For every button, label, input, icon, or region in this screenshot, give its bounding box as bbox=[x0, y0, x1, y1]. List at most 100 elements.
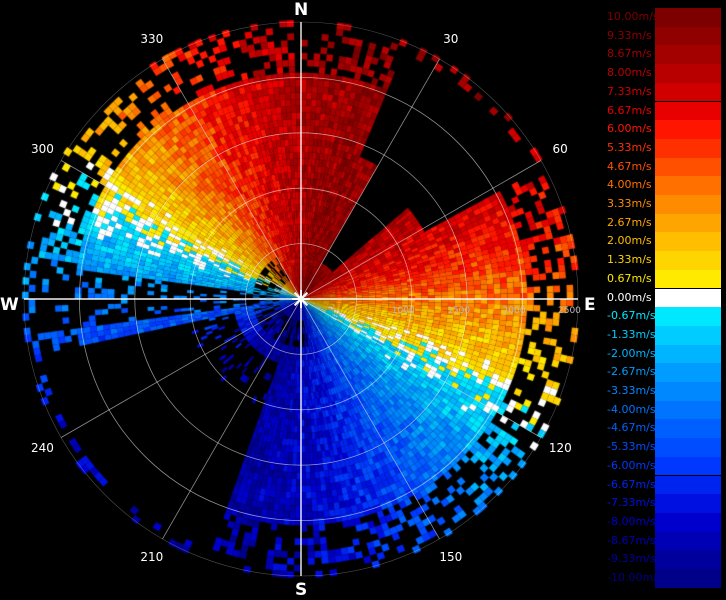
legend-swatch bbox=[655, 512, 721, 532]
legend-swatch bbox=[655, 494, 721, 513]
legend-entry: 4.67m/s bbox=[605, 157, 726, 177]
legend-entry: -8.67m/s bbox=[605, 531, 726, 551]
range-label: 1000 bbox=[392, 306, 415, 316]
legend-label: 7.33m/s bbox=[607, 84, 652, 98]
bearing-label: 240 bbox=[30, 440, 54, 455]
radar-center-mark bbox=[292, 290, 310, 308]
legend-swatch bbox=[655, 269, 721, 289]
legend-label: 6.00m/s bbox=[607, 122, 652, 136]
legend-entry: -4.00m/s bbox=[605, 400, 726, 420]
legend-label: -7.33m/s bbox=[607, 496, 656, 510]
legend-entry: -2.67m/s bbox=[605, 363, 726, 382]
legend-swatch bbox=[655, 288, 721, 308]
legend-swatch bbox=[655, 195, 721, 214]
legend-label: -6.67m/s bbox=[607, 477, 656, 491]
legend-label: 2.00m/s bbox=[607, 234, 652, 248]
bearing-spokes bbox=[24, 22, 578, 576]
legend-label: -8.00m/s bbox=[607, 514, 656, 528]
compass-north: N bbox=[294, 0, 309, 20]
legend-entry: -4.67m/s bbox=[605, 419, 726, 439]
legend-swatch bbox=[655, 213, 721, 233]
legend-swatch bbox=[655, 456, 721, 476]
radar-grid-overlay: 1000 1500 2000 2500 bbox=[23, 21, 581, 577]
legend-entry: 2.67m/s bbox=[605, 213, 726, 233]
legend-label: -8.67m/s bbox=[607, 533, 656, 547]
legend-entry: 5.33m/s bbox=[605, 138, 726, 158]
legend-label: -6.00m/s bbox=[607, 458, 656, 472]
range-label: 1500 bbox=[447, 306, 470, 316]
legend-swatch bbox=[655, 325, 721, 345]
legend-entry: 8.67m/s bbox=[605, 45, 726, 65]
legend-swatch bbox=[655, 569, 721, 588]
bearing-spoke bbox=[162, 298, 302, 540]
legend-entry: -7.33m/s bbox=[605, 494, 726, 513]
bearing-spoke bbox=[300, 298, 542, 438]
compass-east: E bbox=[584, 295, 596, 315]
legend-label: -9.33m/s bbox=[607, 552, 656, 566]
legend-label: 8.00m/s bbox=[607, 66, 652, 80]
bearing-spoke bbox=[60, 298, 302, 438]
legend-swatch bbox=[655, 82, 721, 102]
legend-label: 1.33m/s bbox=[607, 253, 652, 267]
legend-swatch bbox=[655, 26, 721, 46]
legend-entry: 2.00m/s bbox=[605, 232, 726, 252]
legend-label: 8.67m/s bbox=[607, 47, 652, 61]
legend-swatch bbox=[655, 550, 721, 569]
range-label: 2500 bbox=[558, 306, 581, 316]
legend-entry: -6.00m/s bbox=[605, 456, 726, 476]
legend-label: -4.00m/s bbox=[607, 402, 656, 416]
legend-entry: 9.33m/s bbox=[605, 26, 726, 46]
legend-entry: 4.00m/s bbox=[605, 176, 726, 195]
legend-entry: -9.33m/s bbox=[605, 550, 726, 569]
legend-entry: -10.00m/s bbox=[605, 569, 726, 588]
legend-label: -5.33m/s bbox=[607, 440, 656, 454]
legend-label: -2.00m/s bbox=[607, 346, 656, 360]
legend-label: 10.00m/s bbox=[607, 10, 659, 23]
legend-swatch bbox=[655, 344, 721, 364]
legend-label: 4.67m/s bbox=[607, 159, 652, 173]
legend-entry: -0.67m/s bbox=[605, 307, 726, 326]
range-labels: 1000 1500 2000 2500 bbox=[392, 306, 581, 316]
legend-entry: 1.33m/s bbox=[605, 251, 726, 270]
bearing-spoke bbox=[162, 58, 302, 300]
legend-swatch bbox=[655, 64, 721, 83]
legend-label: 9.33m/s bbox=[607, 28, 652, 42]
legend-label: -3.33m/s bbox=[607, 384, 656, 397]
legend-entry: -8.00m/s bbox=[605, 512, 726, 532]
bearing-spoke bbox=[60, 160, 302, 300]
legend-entry: 10.00m/s bbox=[605, 8, 726, 27]
range-label: 2000 bbox=[503, 306, 526, 316]
bearing-spoke bbox=[300, 58, 440, 300]
legend-entry: 0.67m/s bbox=[605, 269, 726, 289]
legend-swatch bbox=[655, 475, 721, 495]
legend-entry: 6.00m/s bbox=[605, 120, 726, 139]
legend-label: 4.00m/s bbox=[607, 178, 652, 192]
legend-swatch bbox=[655, 419, 721, 439]
bearing-label: 300 bbox=[30, 141, 54, 156]
bearing-label: 120 bbox=[548, 440, 572, 455]
legend-entry: 6.67m/s bbox=[605, 101, 726, 121]
legend-label: -2.67m/s bbox=[607, 365, 656, 379]
legend-swatch bbox=[655, 232, 721, 252]
legend-entry: -2.00m/s bbox=[605, 344, 726, 364]
legend-entry: -1.33m/s bbox=[605, 325, 726, 345]
velocity-legend: 10.00m/s 9.33m/s 8.67m/s 8.00m/s 7.33m/s 6.67… bbox=[605, 0, 726, 600]
legend-label: 2.67m/s bbox=[607, 215, 652, 229]
legend-swatch bbox=[655, 157, 721, 177]
legend-entry: 8.00m/s bbox=[605, 64, 726, 83]
legend-swatch bbox=[655, 251, 721, 270]
legend-swatch bbox=[655, 400, 721, 420]
compass-west: W bbox=[0, 295, 19, 315]
bearing-label: 30 bbox=[443, 32, 459, 47]
legend-entry: 0.00m/s bbox=[605, 288, 726, 308]
legend-swatch bbox=[655, 531, 721, 551]
legend-swatch bbox=[655, 101, 721, 121]
legend-label: 5.33m/s bbox=[607, 140, 652, 154]
legend-swatch bbox=[655, 176, 721, 195]
compass-south: S bbox=[295, 580, 308, 600]
legend-label: 3.33m/s bbox=[607, 197, 652, 210]
legend-entry: -6.67m/s bbox=[605, 475, 726, 495]
legend-label: -0.67m/s bbox=[607, 309, 656, 323]
bearing-spoke bbox=[300, 160, 542, 300]
legend-label: 0.00m/s bbox=[607, 290, 652, 304]
